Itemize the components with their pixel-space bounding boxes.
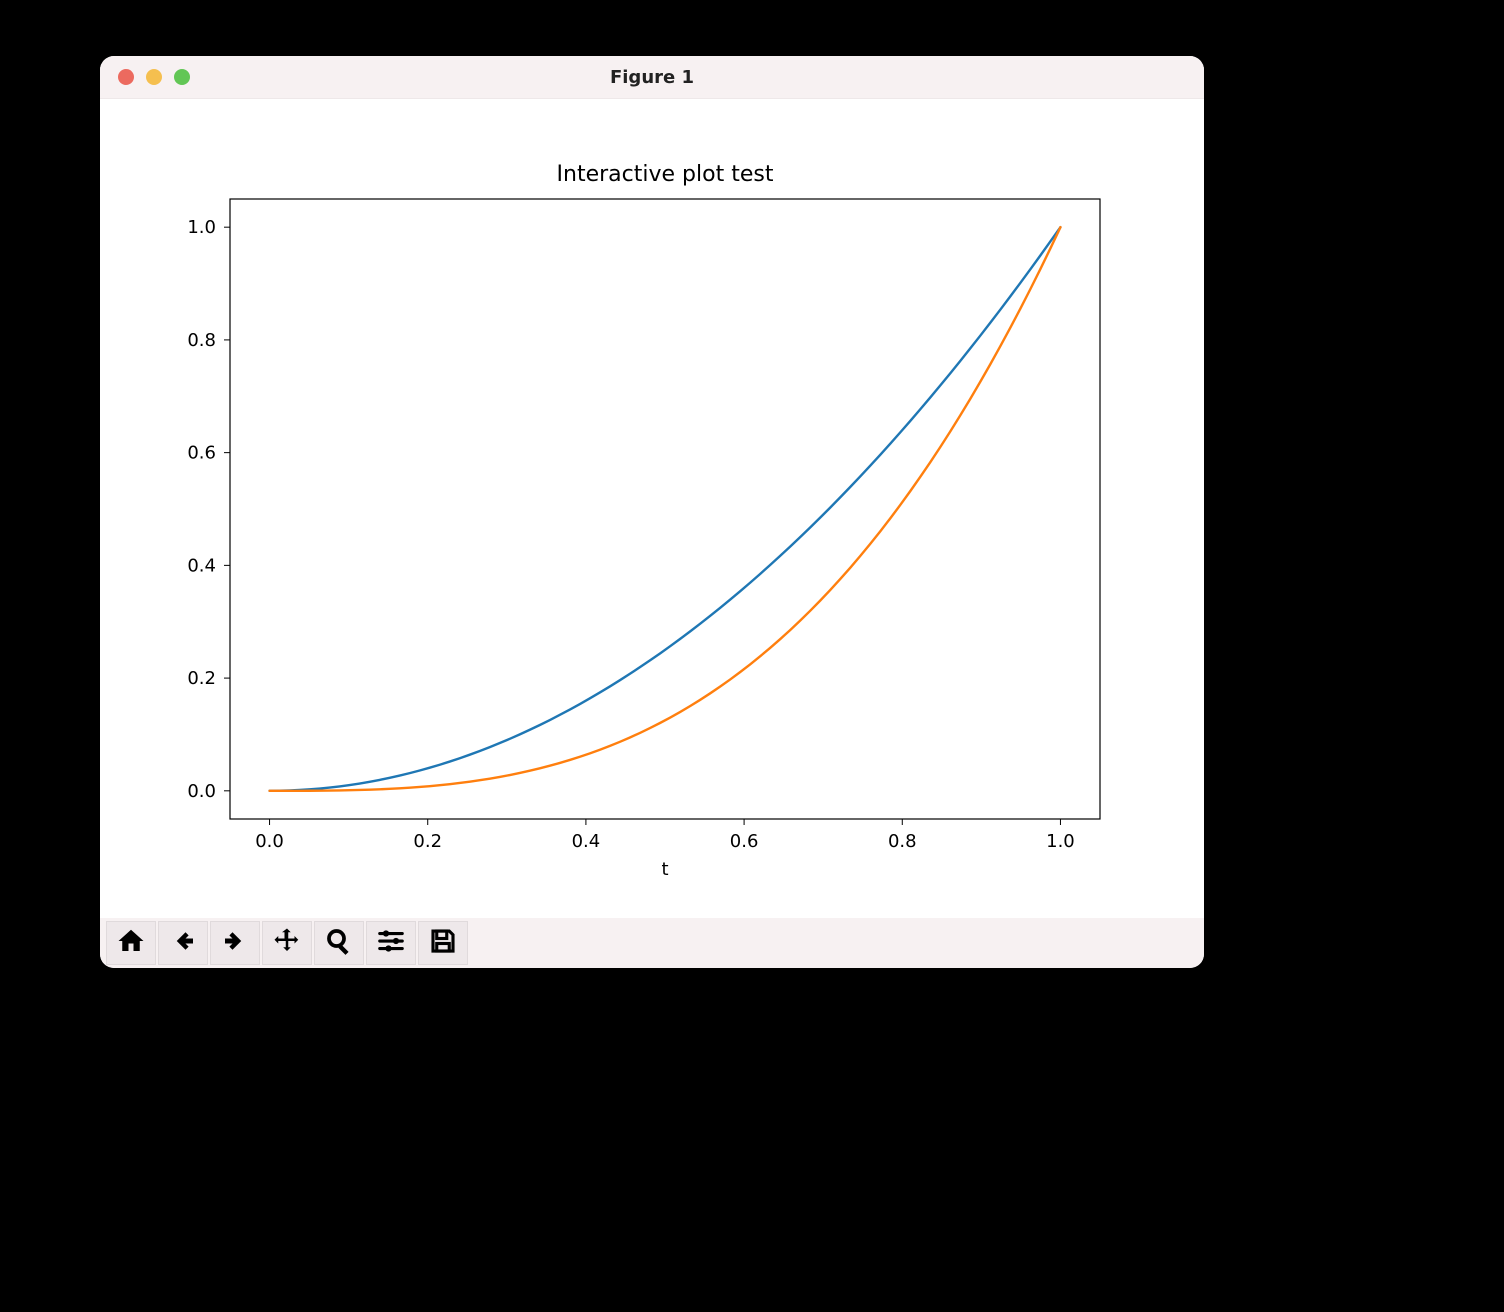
sliders-icon <box>376 926 406 960</box>
zoom-icon <box>324 926 354 960</box>
arrow-right-icon <box>220 926 250 960</box>
matplotlib-toolbar <box>100 918 1204 968</box>
minimize-window-button[interactable] <box>146 69 162 85</box>
home-button[interactable] <box>106 921 156 965</box>
arrow-left-icon <box>168 926 198 960</box>
x-tick-label: 0.6 <box>730 831 759 852</box>
maximize-window-button[interactable] <box>174 69 190 85</box>
figure-window: Figure 1 0.00.20.40.60.81.00.00.20.40.60… <box>100 56 1204 968</box>
save-icon <box>428 926 458 960</box>
x-tick-label: 1.0 <box>1046 831 1075 852</box>
home-icon <box>116 926 146 960</box>
x-tick-label: 0.4 <box>572 831 601 852</box>
plot-svg: 0.0 0.2 0.4 0.6 0.8 1.0 0.0 0.2 0.4 0.6 0.8 1.0 t Int… <box>100 99 1204 919</box>
y-tick-label: 0.2 <box>187 668 216 689</box>
save-button[interactable] <box>418 921 468 965</box>
x-axis-label: t <box>661 859 668 880</box>
configure-button[interactable] <box>366 921 416 965</box>
x-tick-label: 0.8 <box>888 831 917 852</box>
x-tick-label: 0.2 <box>413 831 442 852</box>
y-tick-label: 1.0 <box>187 217 216 238</box>
plot-area[interactable]: 0.0 0.2 0.4 0.6 0.8 1.0 0.0 0.2 0.4 0.6 0.8 1.0 t Int… <box>100 99 1204 919</box>
y-tick-label: 0.6 <box>187 443 216 464</box>
pan-button[interactable] <box>262 921 312 965</box>
y-tick-label: 0.4 <box>187 555 216 576</box>
y-tick-label: 0.8 <box>187 330 216 351</box>
x-tick-label: 0.0 <box>255 831 284 852</box>
close-window-button[interactable] <box>118 69 134 85</box>
forward-button[interactable] <box>210 921 260 965</box>
axes-frame <box>230 199 1100 819</box>
traffic-lights <box>118 69 190 85</box>
window-titlebar: Figure 1 <box>100 56 1204 99</box>
window-title: Figure 1 <box>100 67 1204 88</box>
move-icon <box>272 926 302 960</box>
back-button[interactable] <box>158 921 208 965</box>
zoom-button[interactable] <box>314 921 364 965</box>
y-tick-label: 0.0 <box>187 781 216 802</box>
plot-title: Interactive plot test <box>557 162 774 187</box>
